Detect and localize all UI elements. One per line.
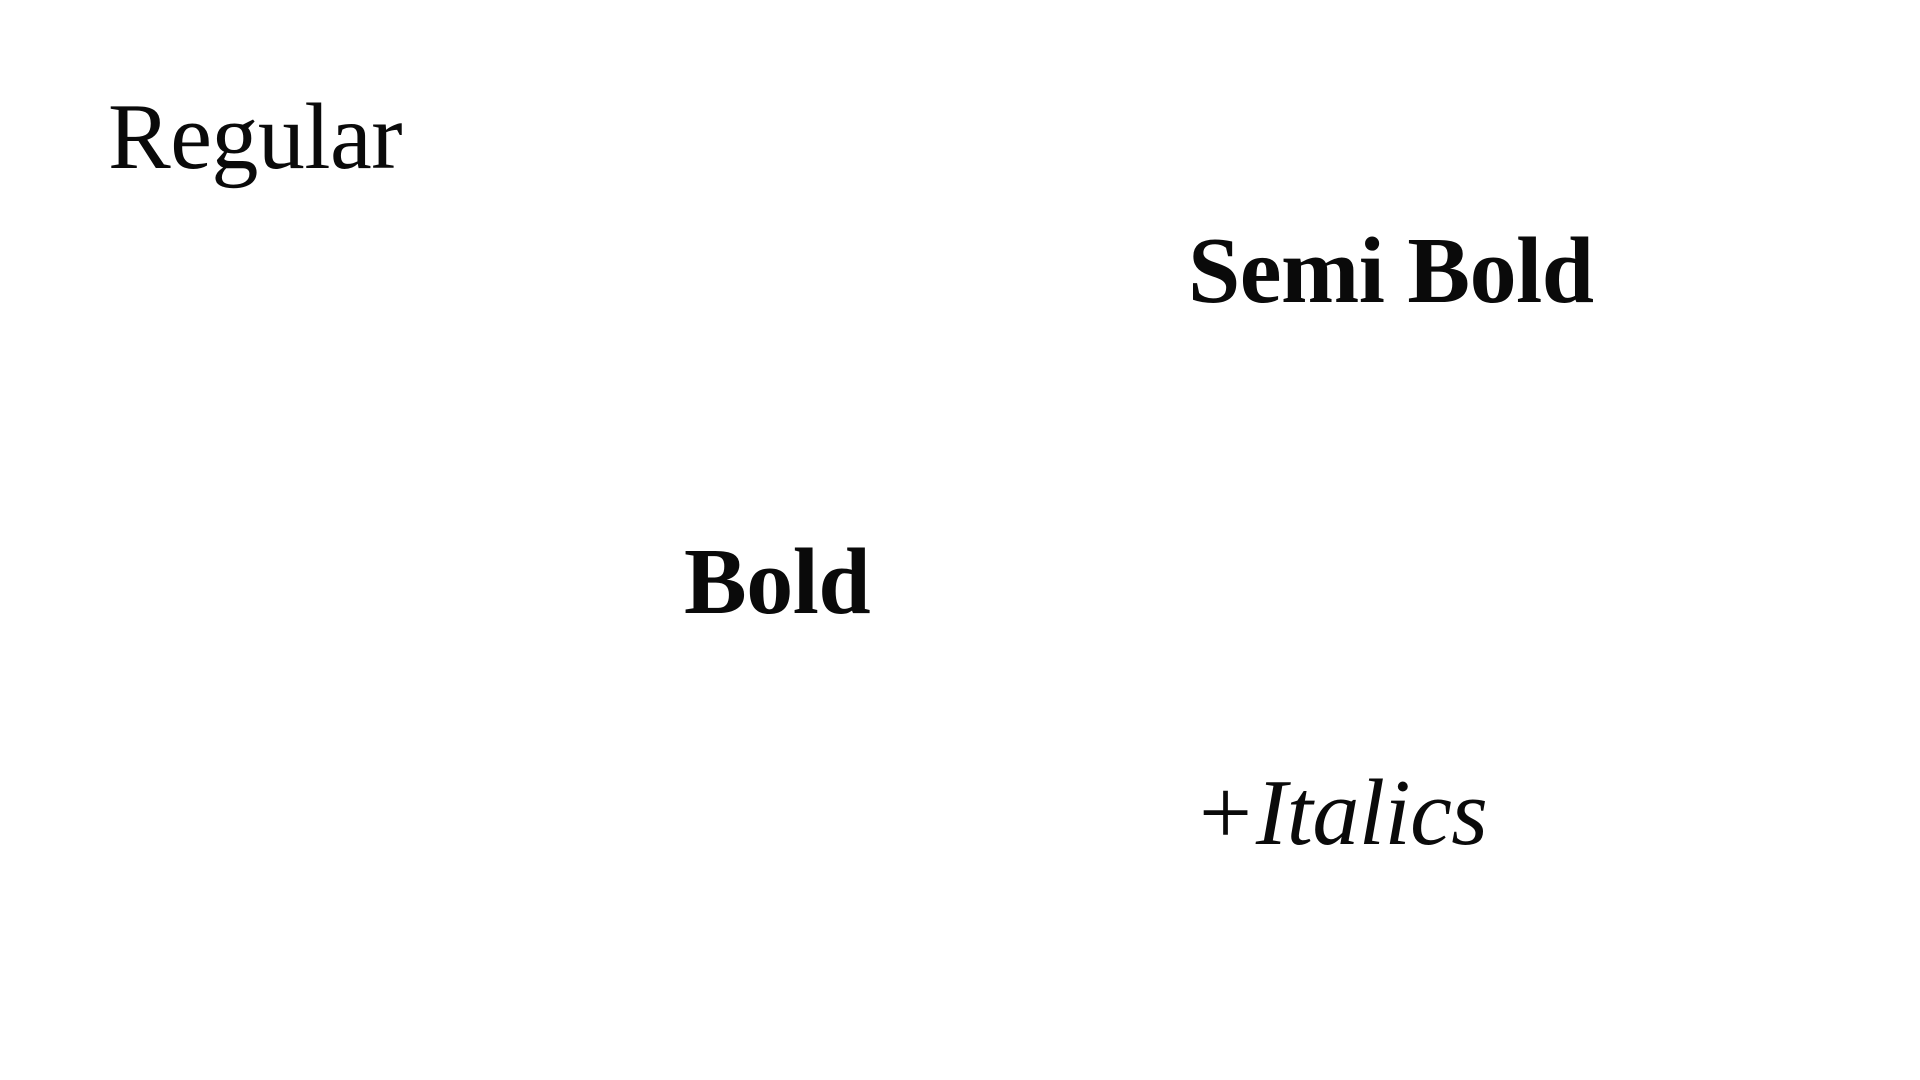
semi-bold-weight-label: Semi Bold [1188,219,1594,323]
regular-weight-label: Regular [108,85,403,189]
italics-style-label: +Italics [1193,761,1488,865]
bold-weight-label: Bold [684,530,871,634]
